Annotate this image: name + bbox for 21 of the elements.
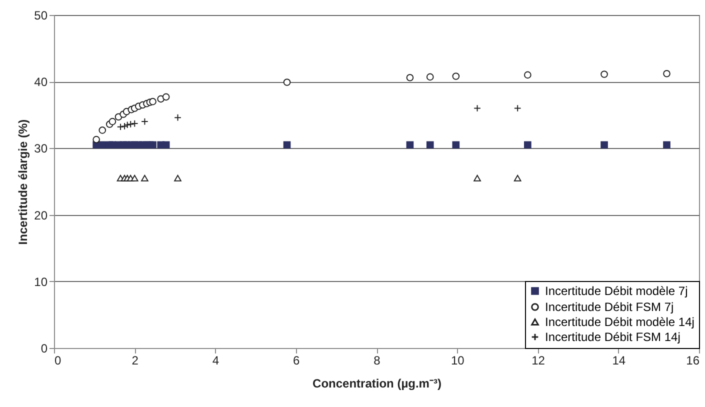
x-tick-label: 14 (612, 354, 626, 368)
y-tick-label: 10 (34, 274, 48, 289)
x-tick-label: 6 (293, 354, 300, 368)
legend-label: Incertitude Débit modèle 14j (545, 315, 694, 329)
y-tick-label: 40 (34, 75, 48, 90)
legend-label: Incertitude Débit modèle 7j (545, 284, 688, 298)
x-tick-label: 16 (686, 354, 700, 368)
y-tick-label: 0 (40, 342, 48, 356)
legend-label: Incertitude Débit FSM 7j (545, 300, 674, 314)
x-tick-label: 10 (450, 354, 465, 368)
x-tick-label: 2 (132, 354, 139, 368)
x-tick-label: 4 (212, 354, 220, 368)
x-tick-label: 12 (532, 354, 546, 368)
x-tick-label: 0 (54, 354, 62, 368)
y-tick-label: 20 (34, 208, 48, 222)
x-tick-label: 8 (374, 354, 381, 368)
x-axis-title: Concentration (µg.m⁻³) (312, 376, 442, 390)
legend-label: Incertitude Débit FSM 14j (545, 330, 680, 344)
y-tick-label: 50 (34, 8, 48, 22)
y-axis-title: Incertitude élargie (%) (16, 119, 30, 245)
y-tick-label: 30 (34, 142, 48, 156)
